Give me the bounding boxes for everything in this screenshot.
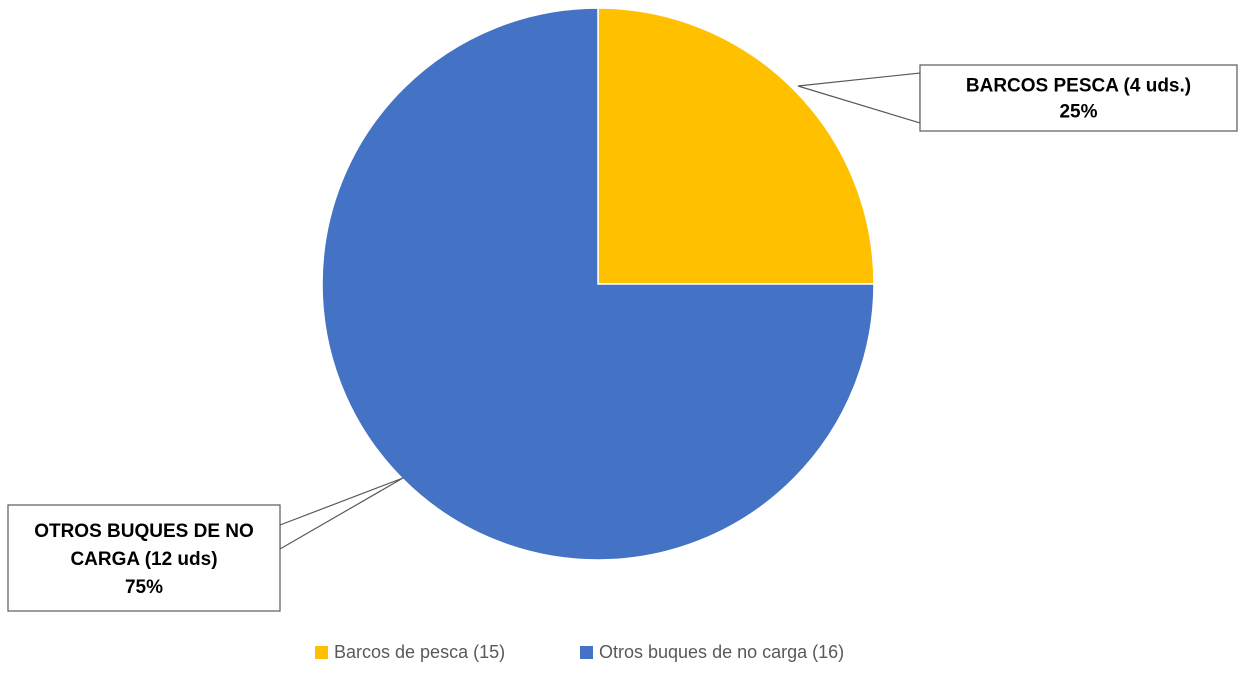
legend-label-1: Otros buques de no carga (16) bbox=[599, 642, 844, 662]
legend-label-0: Barcos de pesca (15) bbox=[334, 642, 505, 662]
data-label-1-line-0: OTROS BUQUES DE NO bbox=[34, 521, 254, 542]
callout-leader-1 bbox=[279, 477, 404, 551]
data-label-0-line-0: BARCOS PESCA (4 uds.) bbox=[966, 76, 1191, 97]
legend-swatch-1 bbox=[580, 646, 593, 659]
callout-0: BARCOS PESCA (4 uds.) 25% bbox=[797, 64, 1238, 132]
pie-slice-0 bbox=[597, 7, 875, 285]
legend-swatch-0 bbox=[315, 646, 328, 659]
pie-slices bbox=[321, 7, 875, 561]
pie-slice-1 bbox=[321, 7, 875, 561]
callout-1: OTROS BUQUES DE NO CARGA (12 uds) 75% bbox=[7, 477, 404, 612]
legend-item-1: Otros buques de no carga (16) bbox=[580, 642, 844, 662]
legend: Barcos de pesca (15) Otros buques de no c… bbox=[315, 642, 844, 662]
data-label-1-line-2: 75% bbox=[125, 577, 163, 598]
callout-box-0 bbox=[919, 64, 1238, 132]
callout-box-1 bbox=[7, 504, 281, 612]
data-label-1-line-1: CARGA (12 uds) bbox=[70, 549, 217, 570]
data-label-0-line-1: 25% bbox=[1059, 102, 1097, 123]
legend-item-0: Barcos de pesca (15) bbox=[315, 642, 505, 662]
data-label-callouts: BARCOS PESCA (4 uds.) 25% OTROS BUQUES DE … bbox=[7, 64, 1238, 612]
